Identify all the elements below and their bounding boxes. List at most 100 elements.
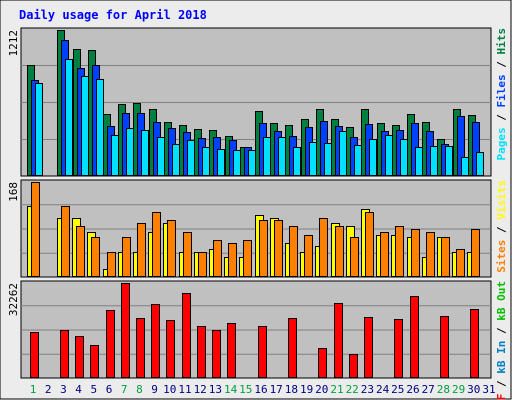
bar-pages [65,59,73,176]
bar-pages [476,152,484,176]
bar-kb-f [364,317,373,378]
day-label: 19 [300,383,313,396]
bar-kb-f [197,326,206,378]
day-label: 9 [151,383,158,396]
bar-sites [107,252,116,277]
bar-kb-f [182,293,191,378]
bar-pages [187,140,195,176]
bar-sites [304,235,313,277]
day-label: 8 [136,383,143,396]
day-label: 21 [330,383,343,396]
bar-sites [31,182,40,277]
bar-kb-f [75,336,84,378]
day-label: 22 [346,383,359,396]
legend-mid: Sites / Visits [495,180,508,273]
legend-entry: / [495,108,508,128]
bar-kb-f [394,319,403,378]
bar-sites [122,237,131,277]
bar-kb-f [30,332,39,378]
bar-sites [259,220,268,277]
day-label: 3 [60,383,67,396]
legend-entry: / [495,220,508,240]
bar-kb-f [410,296,419,378]
bar-kb-f [136,318,145,378]
bar-sites [319,218,328,277]
bar-sites [335,226,344,277]
bar-kb-f [227,323,236,378]
day-label: 13 [209,383,222,396]
bar-pages [445,146,453,176]
bar-kb-f [470,309,479,378]
day-label: 11 [178,383,191,396]
bar-pages [96,79,104,176]
bar-kb-f [90,345,99,378]
bar-kb-f [151,304,160,378]
bar-kb-f [212,330,221,378]
bar-sites [137,223,146,277]
day-label: 15 [239,383,252,396]
bar-sites [274,220,283,277]
day-label: 18 [285,383,298,396]
bar-sites [456,249,465,277]
bar-pages [202,147,210,176]
bar-pages [278,137,286,176]
day-label: 1 [30,383,37,396]
bar-pages [126,128,134,176]
legend-entry: kB In [495,341,508,374]
bar-sites [198,252,207,277]
bar-sites [350,237,359,277]
bar-kb-f [121,283,130,378]
legend-bot: kB F / kB In / kB Out [495,281,508,400]
day-label: 14 [224,383,238,396]
day-label: 23 [361,383,374,396]
day-label: 31 [482,383,495,396]
max-label: 32262 [7,283,20,316]
bar-pages [172,144,180,176]
bar-sites [76,226,85,277]
bar-sites [243,240,252,277]
bar-sites [380,232,389,277]
day-label: 24 [376,383,390,396]
day-label: 16 [254,383,267,396]
bar-pages [157,137,165,176]
day-label: 28 [437,383,450,396]
bar-pages [263,137,271,176]
bar-sites [426,232,435,277]
day-labels: 1 2 3 4 5 6 7 8 9 10 11 12 13 14 15 16 17 18 19 20 21 22 23 24 2… [30,383,496,396]
bar-pages [217,149,225,176]
legend-entry: Pages [495,127,508,160]
day-label: 12 [194,383,207,396]
bar-pages [385,135,393,176]
day-label: 30 [467,383,480,396]
day-label: 17 [270,383,283,396]
legend-entry: / [495,321,508,341]
bar-pages [430,146,438,176]
bar-sites [441,237,450,277]
bar-pages [324,143,332,176]
bar-sites [365,212,374,277]
bar-kb-f [166,320,175,378]
panel-kbytes: 32262 kB F / kB In / kB Out [7,280,508,400]
legend-top: Pages / Files / Hits [495,28,508,161]
bar-sites [471,229,480,277]
legend-entry: Visits [495,180,508,220]
bar-kb-f [440,316,449,378]
bars [27,30,484,176]
day-label: 20 [315,383,328,396]
bar-pages [35,83,43,176]
panel-visits-sites: 168 Sites / Visits [7,179,508,278]
bar-pages [369,139,377,176]
day-label: 26 [406,383,419,396]
bars [27,182,480,277]
legend-entry: Sites [495,240,508,273]
bar-sites [411,229,420,277]
bar-pages [415,147,423,176]
bar-pages [111,135,119,176]
bar-sites [61,206,70,277]
bar-sites [395,226,404,277]
day-label: 2 [45,383,52,396]
bar-sites [213,240,222,277]
bar-sites [228,243,237,277]
